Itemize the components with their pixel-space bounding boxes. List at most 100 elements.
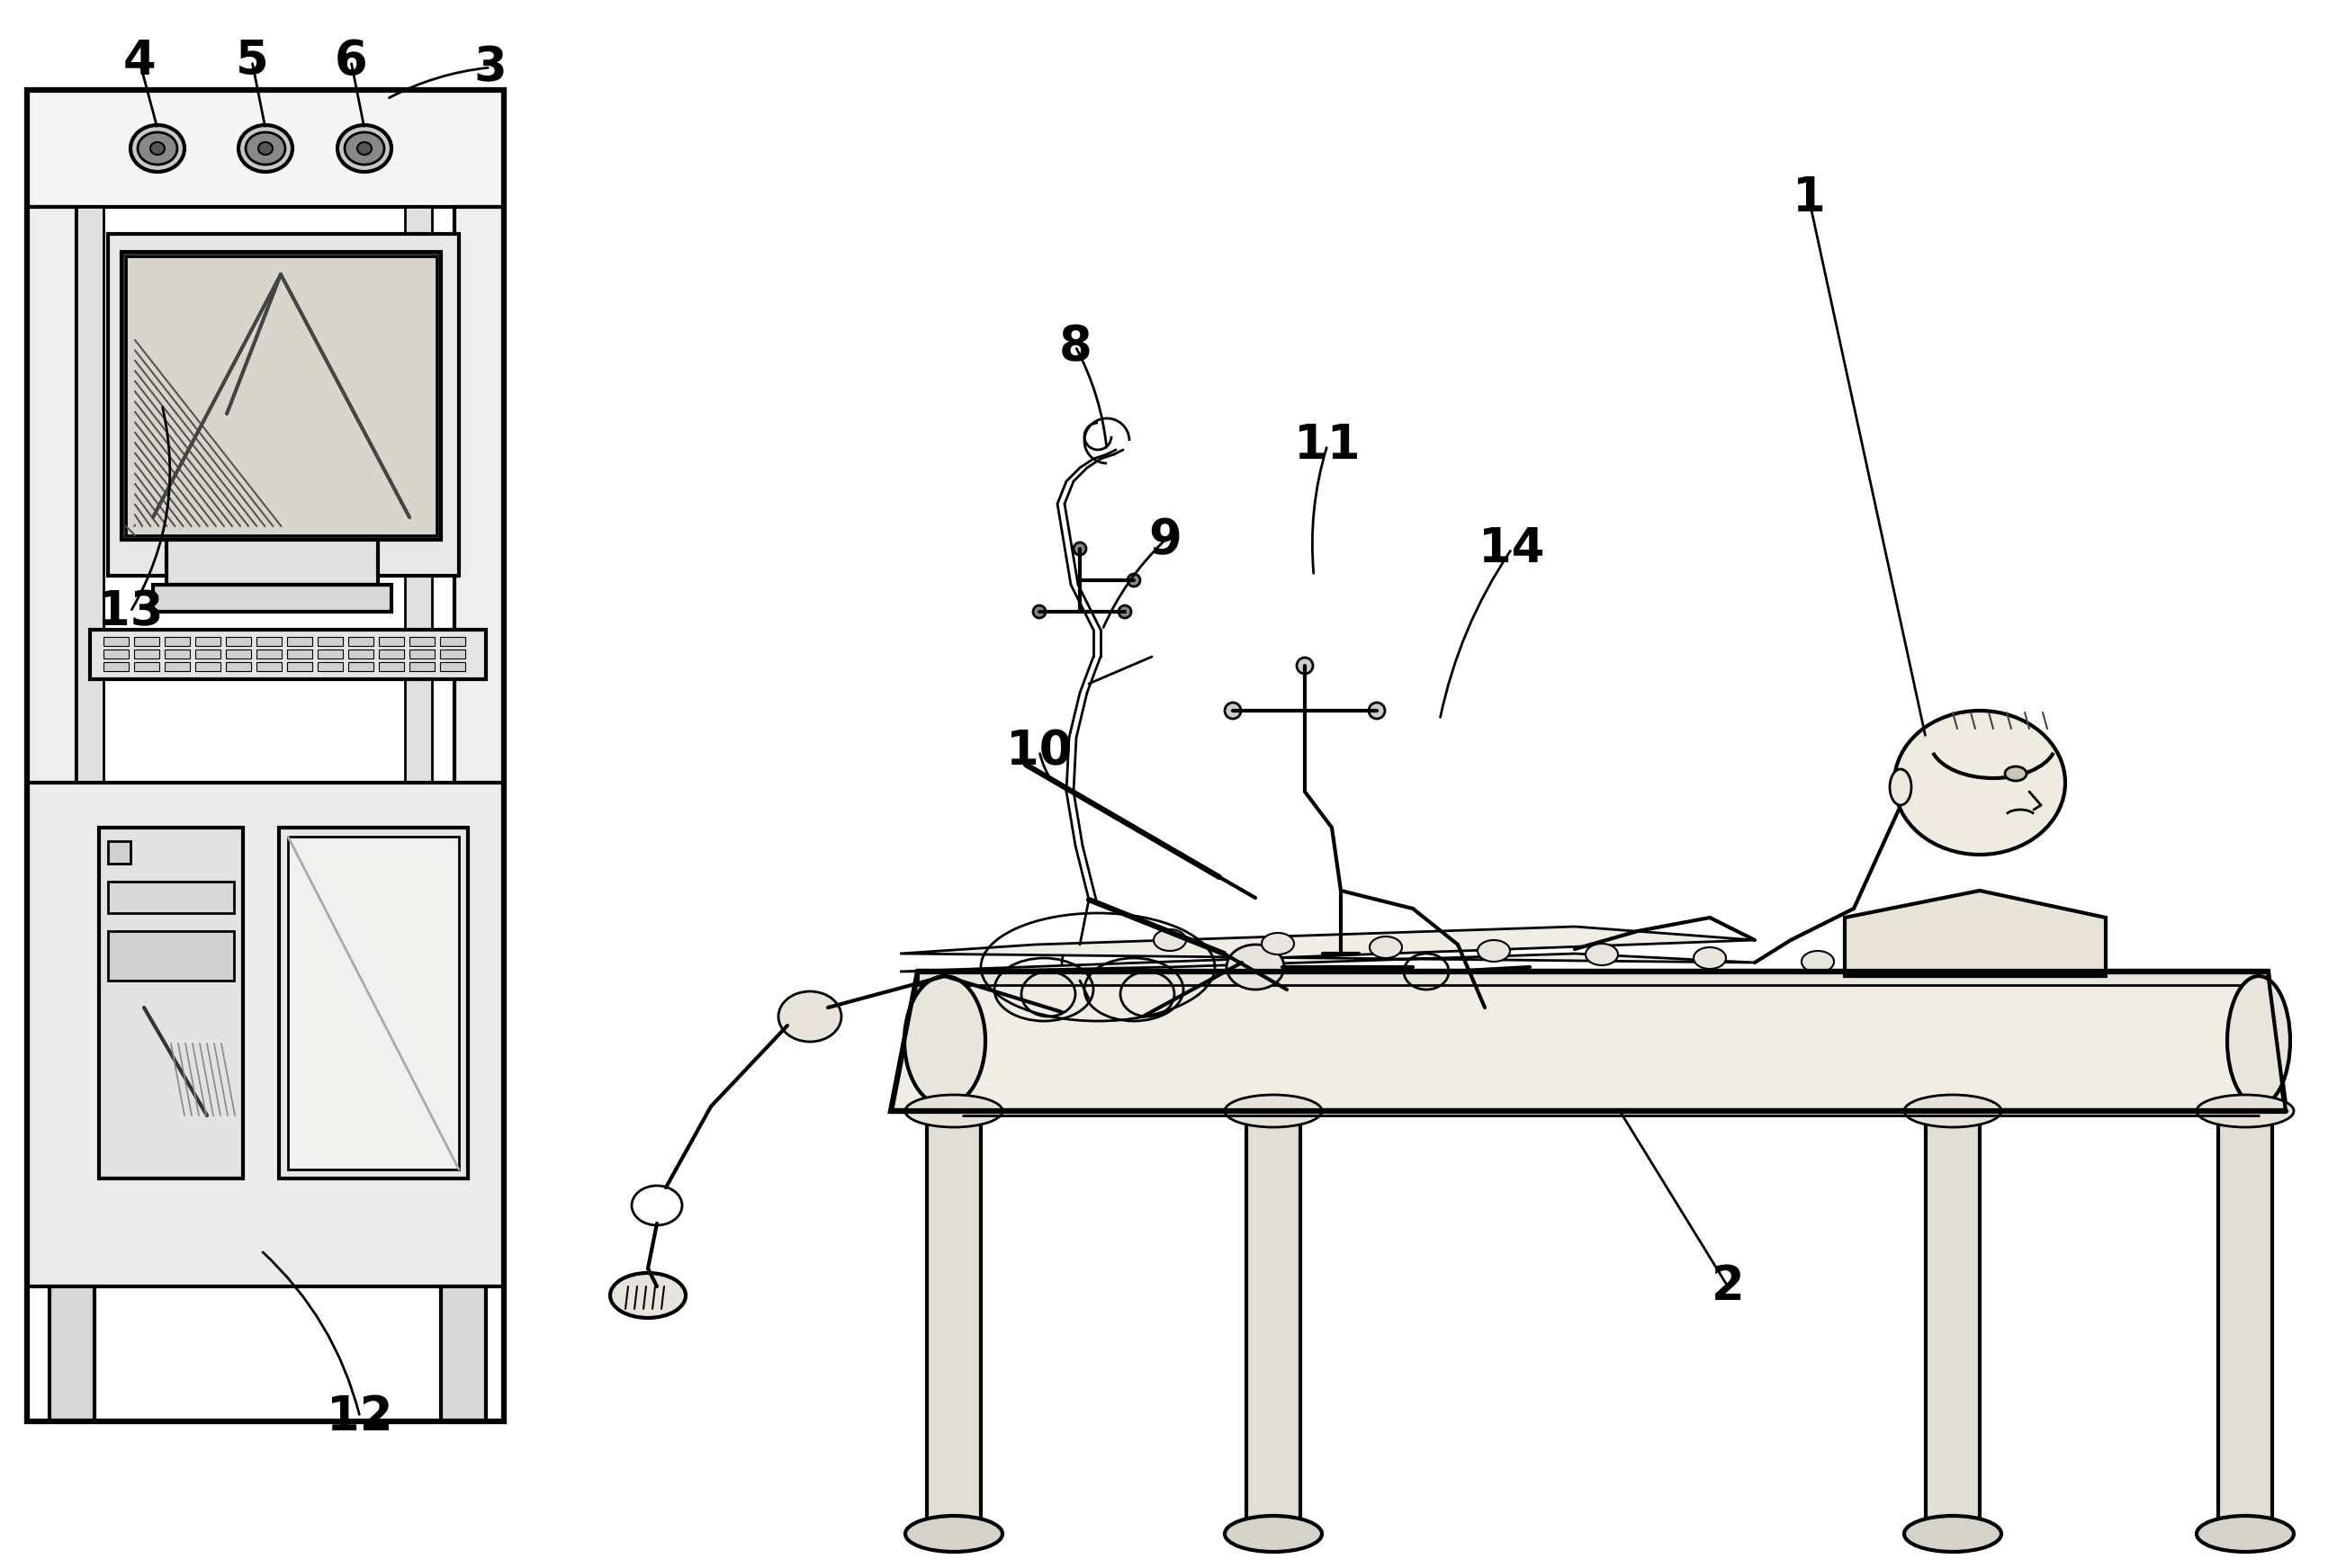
Ellipse shape	[1369, 702, 1386, 718]
Polygon shape	[1844, 891, 2106, 975]
Ellipse shape	[138, 132, 178, 165]
Bar	[126, 257, 437, 535]
Bar	[122, 252, 442, 539]
Ellipse shape	[2197, 1516, 2295, 1552]
Bar	[348, 662, 374, 671]
Ellipse shape	[150, 143, 164, 155]
Bar	[227, 649, 250, 659]
Ellipse shape	[238, 125, 292, 172]
Ellipse shape	[1802, 950, 1835, 972]
Ellipse shape	[1225, 1516, 1323, 1552]
Ellipse shape	[904, 1094, 1003, 1127]
Bar	[928, 1112, 982, 1534]
Ellipse shape	[1033, 605, 1045, 618]
Ellipse shape	[1073, 543, 1087, 555]
Bar	[91, 630, 486, 679]
Bar	[49, 1286, 93, 1421]
Bar	[409, 662, 435, 671]
Bar	[103, 662, 129, 671]
Bar	[28, 89, 505, 207]
Ellipse shape	[131, 125, 185, 172]
Bar	[318, 649, 344, 659]
Bar	[318, 637, 344, 646]
Bar	[257, 662, 283, 671]
Polygon shape	[287, 837, 458, 1170]
Ellipse shape	[904, 1516, 1003, 1552]
Bar	[164, 662, 189, 671]
Ellipse shape	[2005, 767, 2026, 781]
Bar	[1246, 1112, 1299, 1534]
Bar	[77, 207, 103, 917]
Bar	[278, 828, 467, 1179]
Text: 13: 13	[98, 588, 164, 635]
Bar	[133, 637, 159, 646]
Bar	[442, 1286, 486, 1421]
Bar	[196, 637, 220, 646]
Bar	[28, 782, 505, 1286]
Bar	[257, 649, 283, 659]
Ellipse shape	[1225, 702, 1241, 718]
Bar	[108, 931, 234, 980]
Bar	[108, 234, 458, 575]
Bar	[453, 207, 505, 917]
Ellipse shape	[1694, 947, 1727, 969]
Bar	[28, 89, 505, 1421]
Ellipse shape	[1891, 770, 1912, 804]
Polygon shape	[918, 972, 2267, 985]
Bar	[439, 649, 465, 659]
Bar	[257, 637, 283, 646]
Bar	[379, 662, 404, 671]
Ellipse shape	[778, 991, 841, 1041]
Ellipse shape	[259, 143, 273, 155]
Bar	[379, 649, 404, 659]
Ellipse shape	[1126, 574, 1140, 586]
Ellipse shape	[1227, 944, 1283, 989]
Bar	[103, 637, 129, 646]
Ellipse shape	[610, 1273, 685, 1319]
Bar	[166, 539, 379, 585]
Bar	[133, 662, 159, 671]
Text: 8: 8	[1059, 323, 1091, 370]
Ellipse shape	[337, 125, 393, 172]
Text: 12: 12	[327, 1394, 393, 1441]
Text: 5: 5	[236, 38, 269, 85]
Text: 10: 10	[1007, 728, 1073, 775]
Bar	[348, 637, 374, 646]
Ellipse shape	[1905, 1516, 2000, 1552]
Bar	[439, 662, 465, 671]
Bar	[108, 840, 131, 864]
Bar	[404, 207, 432, 917]
Bar	[98, 828, 243, 1179]
Ellipse shape	[344, 132, 383, 165]
Ellipse shape	[1477, 941, 1510, 961]
Ellipse shape	[904, 975, 986, 1105]
Bar	[196, 662, 220, 671]
Bar	[164, 649, 189, 659]
Bar	[439, 637, 465, 646]
Bar	[287, 649, 313, 659]
Bar	[409, 637, 435, 646]
Text: 6: 6	[334, 38, 367, 85]
Bar	[409, 649, 435, 659]
Polygon shape	[890, 972, 2286, 1112]
Ellipse shape	[2227, 975, 2290, 1105]
Bar	[28, 207, 77, 917]
Ellipse shape	[1369, 936, 1402, 958]
Text: 14: 14	[1479, 525, 1545, 572]
Bar	[287, 662, 313, 671]
Bar	[2218, 1112, 2272, 1534]
Text: 2: 2	[1711, 1264, 1743, 1309]
Ellipse shape	[1584, 944, 1617, 966]
Ellipse shape	[1119, 605, 1131, 618]
Text: 11: 11	[1295, 422, 1360, 469]
Bar	[287, 637, 313, 646]
Ellipse shape	[2197, 1094, 2295, 1127]
Bar	[348, 649, 374, 659]
Text: 9: 9	[1150, 516, 1183, 563]
Ellipse shape	[245, 132, 285, 165]
Ellipse shape	[1297, 657, 1313, 674]
Bar	[1926, 1112, 1979, 1534]
Ellipse shape	[1262, 933, 1295, 955]
Bar	[379, 637, 404, 646]
Bar	[196, 649, 220, 659]
